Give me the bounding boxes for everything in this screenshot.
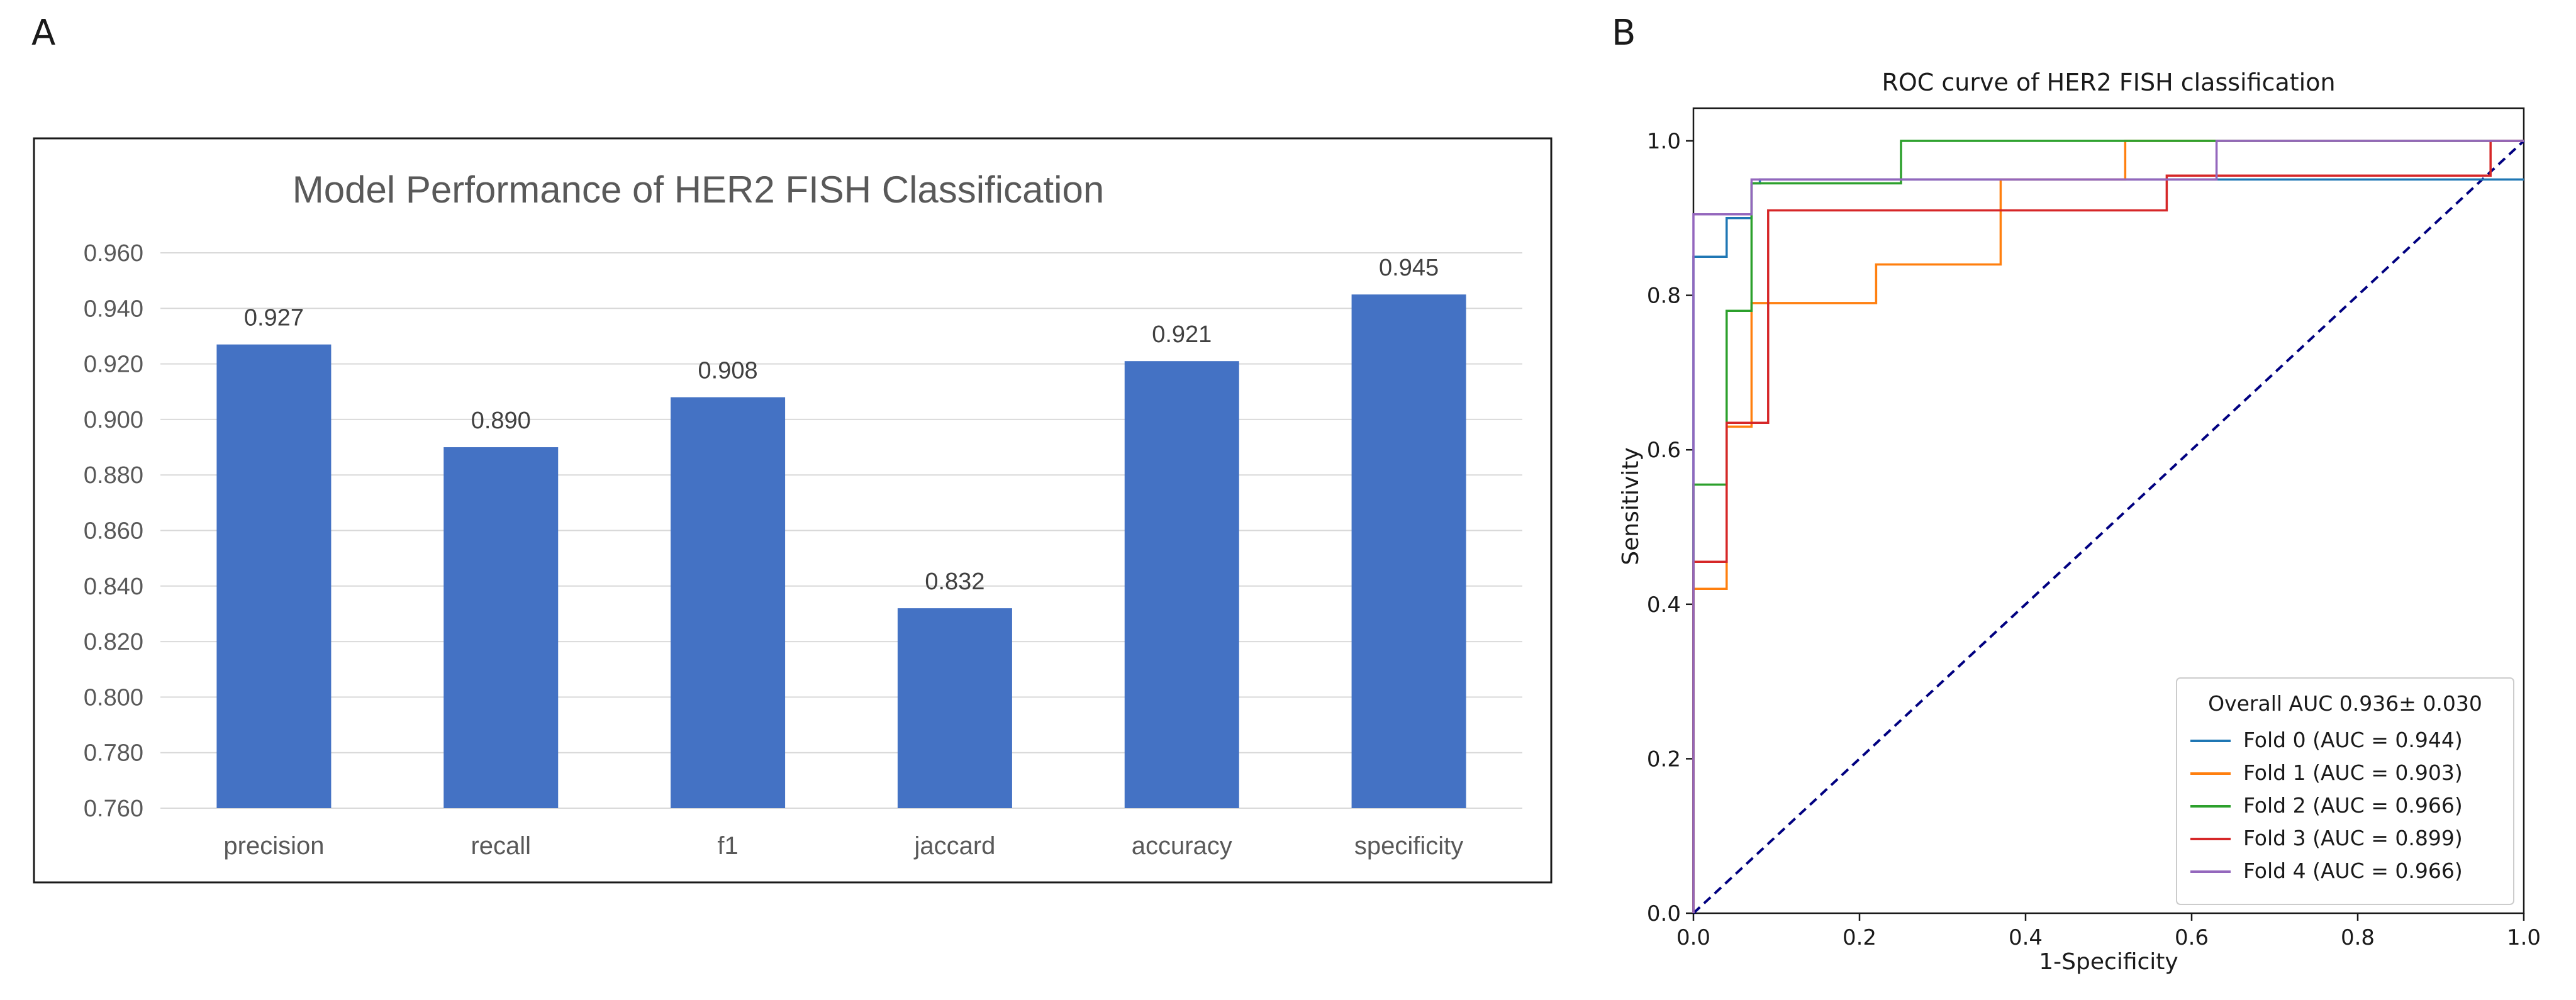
roc-series-fold-2 <box>1692 140 2524 913</box>
roc-title: ROC curve of HER2 FISH classification <box>1882 69 2335 96</box>
bar-category-label: accuracy <box>1132 832 1232 860</box>
bar-category-label: specificity <box>1354 832 1463 860</box>
roc-ylabel: Sensitivity <box>1618 447 1644 565</box>
bar-y-tick-label: 0.900 <box>84 407 143 433</box>
roc-chance-diagonal <box>1692 140 2525 914</box>
bar-category-label: jaccard <box>913 832 995 860</box>
bar-chart: Model Performance of HER2 FISH Classific… <box>33 137 1553 884</box>
roc-y-tick-label: 0.0 <box>1647 901 1681 926</box>
bar-value-label: 0.921 <box>1152 321 1212 348</box>
bar-category-label: precision <box>223 832 324 860</box>
bar-value-label: 0.832 <box>925 569 984 595</box>
bar-y-tick-label: 0.960 <box>84 240 143 267</box>
roc-legend-box <box>2176 677 2514 905</box>
roc-x-tick-label: 0.8 <box>2341 925 2375 950</box>
panel-a-label: A <box>31 13 56 53</box>
bar-value-label: 0.945 <box>1379 255 1439 281</box>
bar-y-tick-label: 0.940 <box>84 296 143 322</box>
bar-value-label: 0.908 <box>698 358 758 384</box>
bar-value-label: 0.890 <box>471 408 531 434</box>
roc-x-tick-label: 0.4 <box>2009 925 2043 950</box>
roc-legend-title: Overall AUC 0.936± 0.030 <box>2208 691 2482 716</box>
bar-chart-title: Model Performance of HER2 FISH Classific… <box>293 169 1104 211</box>
roc-x-tick-label: 1.0 <box>2507 925 2541 950</box>
bar-y-tick-label: 0.780 <box>84 740 143 767</box>
bar-category-label: f1 <box>717 832 738 860</box>
roc-legend-entry: Fold 2 (AUC = 0.966) <box>2243 793 2463 818</box>
bar-value-label: 0.927 <box>244 305 304 331</box>
bar-f1 <box>671 397 786 808</box>
roc-x-tick-label: 0.2 <box>1843 925 1876 950</box>
roc-series-fold-4 <box>1692 140 2524 913</box>
roc-y-tick-label: 1.0 <box>1647 129 1681 154</box>
bar-recall <box>443 447 559 808</box>
bar-accuracy <box>1124 361 1239 808</box>
roc-x-tick-label: 0.6 <box>2175 925 2209 950</box>
bar-precision <box>216 344 332 808</box>
bar-y-tick-label: 0.820 <box>84 629 143 655</box>
roc-x-tick-label: 0.0 <box>1676 925 1710 950</box>
bar-y-tick-label: 0.880 <box>84 462 143 489</box>
roc-y-tick-label: 0.8 <box>1647 284 1681 309</box>
roc-series-fold-3 <box>1692 140 2524 913</box>
roc-y-tick-label: 0.4 <box>1647 592 1681 618</box>
bar-jaccard <box>897 608 1012 808</box>
bar-category-label: recall <box>471 832 531 860</box>
bar-specificity <box>1351 294 1466 809</box>
roc-legend-entry: Fold 3 (AUC = 0.899) <box>2243 826 2463 850</box>
roc-legend-entry: Fold 0 (AUC = 0.944) <box>2243 728 2463 752</box>
bar-y-tick-label: 0.920 <box>84 352 143 378</box>
roc-y-tick-label: 0.6 <box>1647 438 1681 463</box>
roc-legend-entry: Fold 1 (AUC = 0.903) <box>2243 760 2463 785</box>
bar-y-tick-label: 0.840 <box>84 574 143 600</box>
panel-b-label: B <box>1612 13 1636 53</box>
roc-y-tick-label: 0.2 <box>1647 747 1681 772</box>
bar-y-tick-label: 0.800 <box>84 684 143 711</box>
roc-xlabel: 1-Specificity <box>2039 949 2178 975</box>
bar-y-tick-label: 0.860 <box>84 518 143 545</box>
roc-legend-entry: Fold 4 (AUC = 0.966) <box>2243 858 2463 883</box>
bar-y-tick-label: 0.760 <box>84 796 143 822</box>
